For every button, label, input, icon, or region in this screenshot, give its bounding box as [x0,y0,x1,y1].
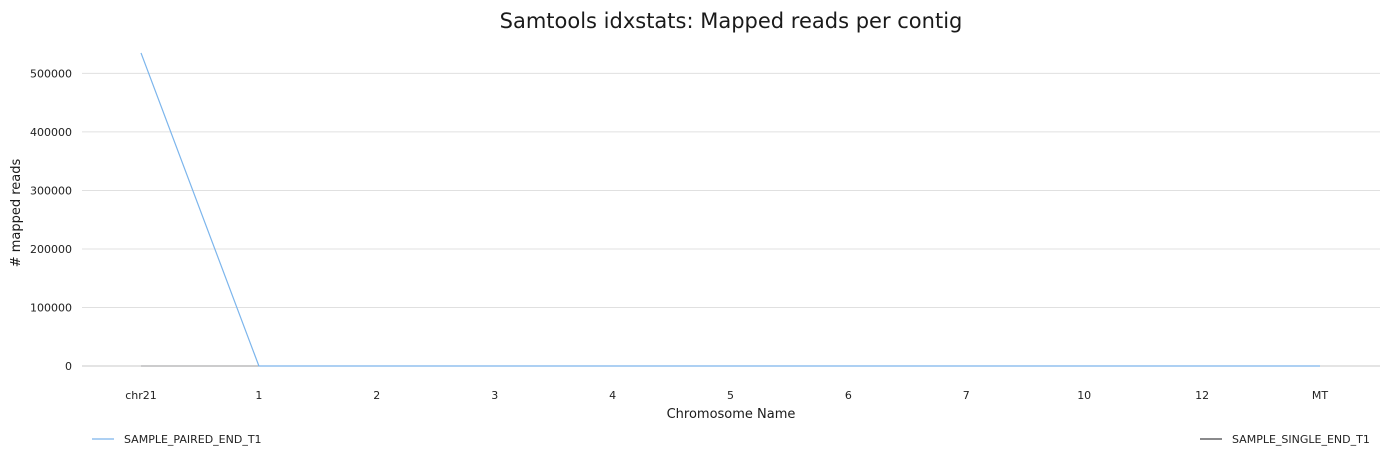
x-tick-label: 2 [373,389,380,402]
x-axis-ticks: chr21 1 2 3 4 5 6 7 10 12 MT [125,389,1328,402]
y-axis-ticks: 0 100000 200000 300000 400000 500000 [30,67,72,373]
x-tick-label: MT [1312,389,1328,402]
series-line [140,52,1320,367]
series-lines [140,52,1320,367]
legend-label: SAMPLE_PAIRED_END_T1 [124,433,262,446]
y-tick-label: 400000 [30,126,72,139]
y-axis-label: # mapped reads [9,158,24,267]
legend-item[interactable]: SAMPLE_PAIRED_END_T1 [92,433,262,446]
y-tick-label: 200000 [30,243,72,256]
y-tick-label: 0 [65,360,72,373]
grid-lines [82,72,1380,367]
y-tick-label: 100000 [30,301,72,314]
x-axis-label: Chromosome Name [667,407,796,422]
y-tick-label: 500000 [30,67,72,80]
x-tick-label: 3 [491,389,498,402]
x-tick-label: 7 [963,389,970,402]
y-tick-label: 300000 [30,184,72,197]
x-tick-label: 5 [727,389,734,402]
x-tick-label: 1 [255,389,262,402]
x-tick-label: 4 [609,389,616,402]
chart-title: Samtools idxstats: Mapped reads per cont… [500,9,963,33]
legend: SAMPLE_PAIRED_END_T1 SAMPLE_SINGLE_END_T1 [92,433,1370,446]
x-tick-label: chr21 [125,389,157,402]
x-tick-label: 10 [1077,389,1091,402]
x-tick-label: 6 [845,389,852,402]
legend-item[interactable]: SAMPLE_SINGLE_END_T1 [1200,433,1370,446]
x-tick-label: 12 [1195,389,1209,402]
legend-label: SAMPLE_SINGLE_END_T1 [1232,433,1370,446]
